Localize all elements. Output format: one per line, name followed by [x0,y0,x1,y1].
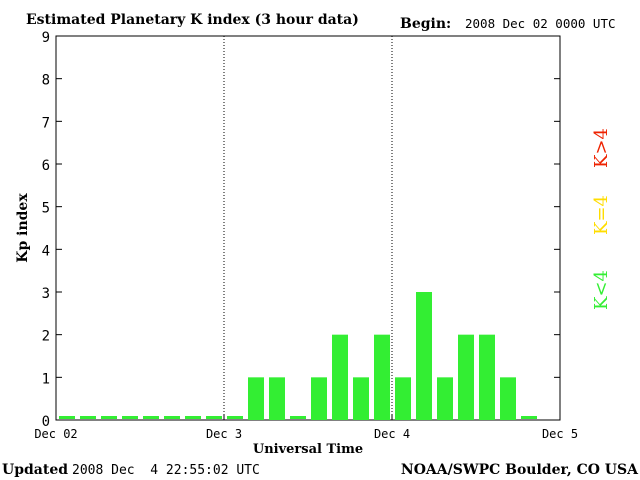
x-tick-label: Dec 5 [542,427,578,441]
y-tick-label: 1 [42,371,50,387]
kp-bar [395,377,411,420]
updated-label: Updated [2,462,68,478]
kp-bar [143,416,159,419]
kp-bar [185,416,201,419]
updated-value: 2008 Dec 4 22:55:02 UTC [72,463,260,478]
begin-label: Begin: [400,16,451,32]
y-tick-label: 5 [42,201,50,217]
kp-bar [227,416,243,419]
kp-bar [458,334,474,420]
x-axis-label: Universal Time [253,442,363,457]
legend-entry: K=4 [591,195,612,235]
footer-credit: NOAA/SWPC Boulder, CO USA [401,462,639,478]
kp-bar [353,377,369,420]
kp-bar [416,292,432,420]
bar-series [59,292,537,420]
y-tick-label: 7 [42,115,50,131]
kp-bar [206,416,222,419]
day-separators [223,36,393,420]
kp-bar [437,377,453,420]
kp-bar [479,334,495,420]
kp-bar [521,416,537,419]
y-tick-label: 3 [42,286,50,302]
x-axis-ticks: Dec 02 Dec 3 Dec 4 Dec 5 [34,414,578,441]
y-axis-ticks: 0 1 2 3 4 5 6 7 8 9 [42,30,560,430]
kp-bar [248,377,264,420]
kp-bar [101,416,117,419]
y-tick-label: 0 [42,414,50,430]
y-tick-label: 2 [42,329,50,345]
x-tick-label: Dec 02 [34,427,77,441]
kp-bar [290,416,306,419]
chart-title: Estimated Planetary K index (3 hour data… [26,12,359,28]
legend-entry: K<4 [591,270,612,310]
legend: K<4 K=4 K>4 [591,128,612,310]
y-tick-label: 9 [42,30,50,46]
x-tick-label: Dec 3 [206,427,242,441]
kp-bar [374,334,390,420]
kp-bar [59,416,75,419]
y-tick-label: 4 [42,243,50,259]
kp-bar [500,377,516,420]
begin-value: 2008 Dec 02 0000 UTC [465,16,616,31]
kp-bar [80,416,96,419]
plot-area [55,35,561,421]
kp-bar [332,334,348,420]
y-axis-label: Kp index [15,193,31,263]
kp-bar [164,416,180,419]
y-tick-label: 6 [42,158,50,174]
x-tick-label: Dec 4 [374,427,410,441]
y-tick-label: 8 [42,73,50,89]
kp-bar [269,377,285,420]
kp-bar [311,377,327,420]
kp-bar [122,416,138,419]
legend-entry: K>4 [591,128,612,168]
